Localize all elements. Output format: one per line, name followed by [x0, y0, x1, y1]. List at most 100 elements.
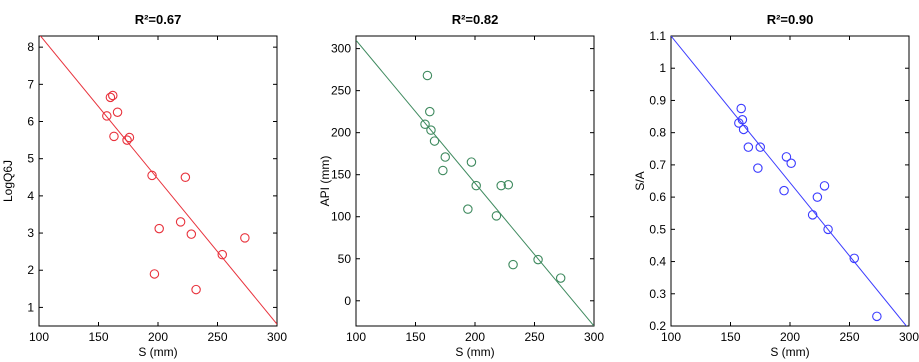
data-point — [755, 142, 765, 152]
data-point — [491, 211, 502, 221]
y-tick-label: 0.5 — [649, 222, 666, 236]
y-tick-label: 0.6 — [649, 190, 666, 204]
data-point — [823, 224, 833, 235]
data-point — [737, 115, 748, 125]
y-tick-label: 0.4 — [649, 255, 666, 269]
y-tick-label: 0.3 — [649, 287, 666, 301]
y-tick-label: 4 — [27, 189, 34, 203]
x-tick-label: 250 — [524, 330, 544, 344]
data-point — [463, 204, 473, 214]
y-tick-label: 8 — [27, 40, 34, 54]
data-point — [743, 142, 754, 152]
chart-1: 100 150 200 250 300 1 2 3 4 5 6 7 8 R²=0.67 S (mm) LogQ… — [1, 12, 287, 359]
data-point — [779, 185, 789, 196]
data-point — [186, 229, 197, 239]
data-point — [438, 165, 448, 176]
x-axis-label: S (mm) — [770, 345, 809, 359]
data-point — [429, 136, 440, 146]
x-tick-label: 250 — [207, 330, 227, 344]
y-axis-label: LogQ6J — [1, 160, 15, 202]
x-axis-label: S (mm) — [138, 345, 177, 359]
y-tick-label: 0.2 — [649, 319, 666, 333]
x-tick-label: 300 — [899, 330, 919, 344]
y-tick-label: 1 — [659, 61, 666, 75]
data-point — [736, 103, 746, 114]
data-point — [105, 92, 116, 103]
y-tick-label: 200 — [331, 126, 351, 140]
regression-line — [356, 39, 594, 326]
y-tick-label: 1 — [27, 300, 34, 314]
data-point — [217, 249, 228, 260]
x-tick-label: 300 — [267, 330, 287, 344]
chart-title: R²=0.82 — [452, 12, 499, 27]
data-point — [466, 157, 477, 167]
y-tick-label: 3 — [27, 226, 34, 240]
data-point — [496, 180, 506, 191]
data-point — [781, 152, 792, 162]
data-point — [471, 180, 481, 191]
data-point — [533, 254, 543, 265]
regression-line — [671, 36, 908, 326]
x-tick-label: 150 — [720, 330, 740, 344]
data-point — [849, 253, 860, 264]
x-tick-label: 200 — [148, 330, 168, 344]
y-tick-label: 6 — [27, 115, 34, 129]
data-point — [420, 119, 430, 130]
data-point — [149, 269, 160, 279]
y-tick-label: 0 — [344, 294, 351, 308]
data-point — [872, 311, 882, 322]
x-tick-label: 300 — [584, 330, 604, 344]
y-tick-label: 0.7 — [649, 158, 666, 172]
y-axis-label: S/A — [633, 171, 647, 190]
data-point — [555, 273, 566, 283]
data-point — [503, 180, 514, 190]
data-point — [734, 118, 744, 128]
y-tick-label: 1.1 — [649, 29, 666, 43]
data-point — [191, 284, 201, 295]
data-point — [508, 259, 518, 270]
y-tick-label: 150 — [331, 168, 351, 182]
x-tick-label: 200 — [465, 330, 485, 344]
data-point — [108, 90, 118, 101]
data-point — [240, 233, 250, 243]
data-point — [440, 152, 450, 162]
y-tick-label: 0.8 — [649, 126, 666, 140]
y-axis-label: API (mm) — [318, 156, 332, 207]
data-point — [807, 210, 818, 220]
y-tick-label: 2 — [27, 263, 34, 277]
y-tick-label: 5 — [27, 152, 34, 166]
regression-line — [39, 36, 277, 325]
data-point — [112, 107, 123, 117]
data-point — [175, 217, 186, 227]
data-point — [180, 172, 191, 183]
data-point — [786, 158, 796, 169]
data-point — [819, 181, 830, 191]
y-tick-label: 250 — [331, 84, 351, 98]
y-tick-label: 300 — [331, 42, 351, 56]
data-point — [122, 135, 132, 145]
y-tick-label: 7 — [27, 77, 34, 91]
y-tick-label: 0.9 — [649, 93, 666, 107]
plot-frame — [38, 35, 278, 327]
x-tick-label: 150 — [405, 330, 425, 344]
data-point — [753, 163, 763, 173]
x-tick-label: 100 — [346, 330, 366, 344]
data-point — [738, 124, 749, 135]
x-axis-label: S (mm) — [455, 345, 494, 359]
chart-title: R²=0.67 — [135, 12, 182, 27]
y-tick-label: 50 — [338, 252, 352, 266]
data-point — [812, 192, 823, 202]
data-point — [109, 131, 119, 142]
data-point — [426, 125, 436, 135]
data-point — [422, 70, 433, 81]
data-point — [425, 106, 435, 117]
data-point — [124, 132, 135, 143]
x-tick-label: 200 — [780, 330, 800, 344]
data-point — [147, 170, 157, 181]
y-tick-label: 100 — [331, 210, 351, 224]
data-point — [154, 223, 164, 234]
x-tick-label: 100 — [29, 330, 49, 344]
chart-title: R²=0.90 — [767, 12, 814, 27]
chart-2: 100 150 200 250 300 0 50 100 150 200 250 300 R²=0.82… — [318, 12, 604, 359]
